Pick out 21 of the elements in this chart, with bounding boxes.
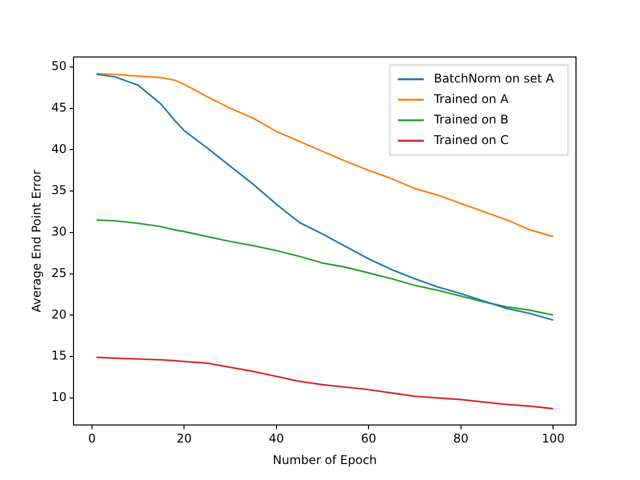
x-tick-label: 20: [176, 432, 192, 446]
x-tick-label: 60: [361, 432, 376, 446]
x-axis-title: Number of Epoch: [272, 452, 377, 467]
y-tick-label: 10: [51, 390, 67, 404]
legend-label: Trained on A: [432, 92, 510, 106]
y-tick-label: 40: [51, 142, 67, 156]
legend-label: BatchNorm on set A: [434, 71, 555, 86]
x-tick-label: 0: [88, 432, 96, 446]
y-tick-label: 15: [51, 348, 67, 363]
y-tick-label: 30: [51, 224, 67, 239]
y-tick-label: 50: [51, 59, 67, 74]
y-axis-title: Average End Point Error: [29, 170, 44, 312]
legend-label: Trained on B: [432, 112, 508, 126]
x-tick-label: 40: [268, 432, 284, 446]
y-tick-label: 35: [51, 183, 67, 198]
y-tick-label: 20: [51, 307, 67, 322]
y-tick-label: 45: [51, 100, 67, 114]
x-tick-label: 100: [542, 432, 565, 446]
y-tick-label: 25: [51, 266, 67, 280]
x-tick-label: 80: [453, 432, 469, 446]
legend-label: Trained on C: [432, 132, 509, 147]
